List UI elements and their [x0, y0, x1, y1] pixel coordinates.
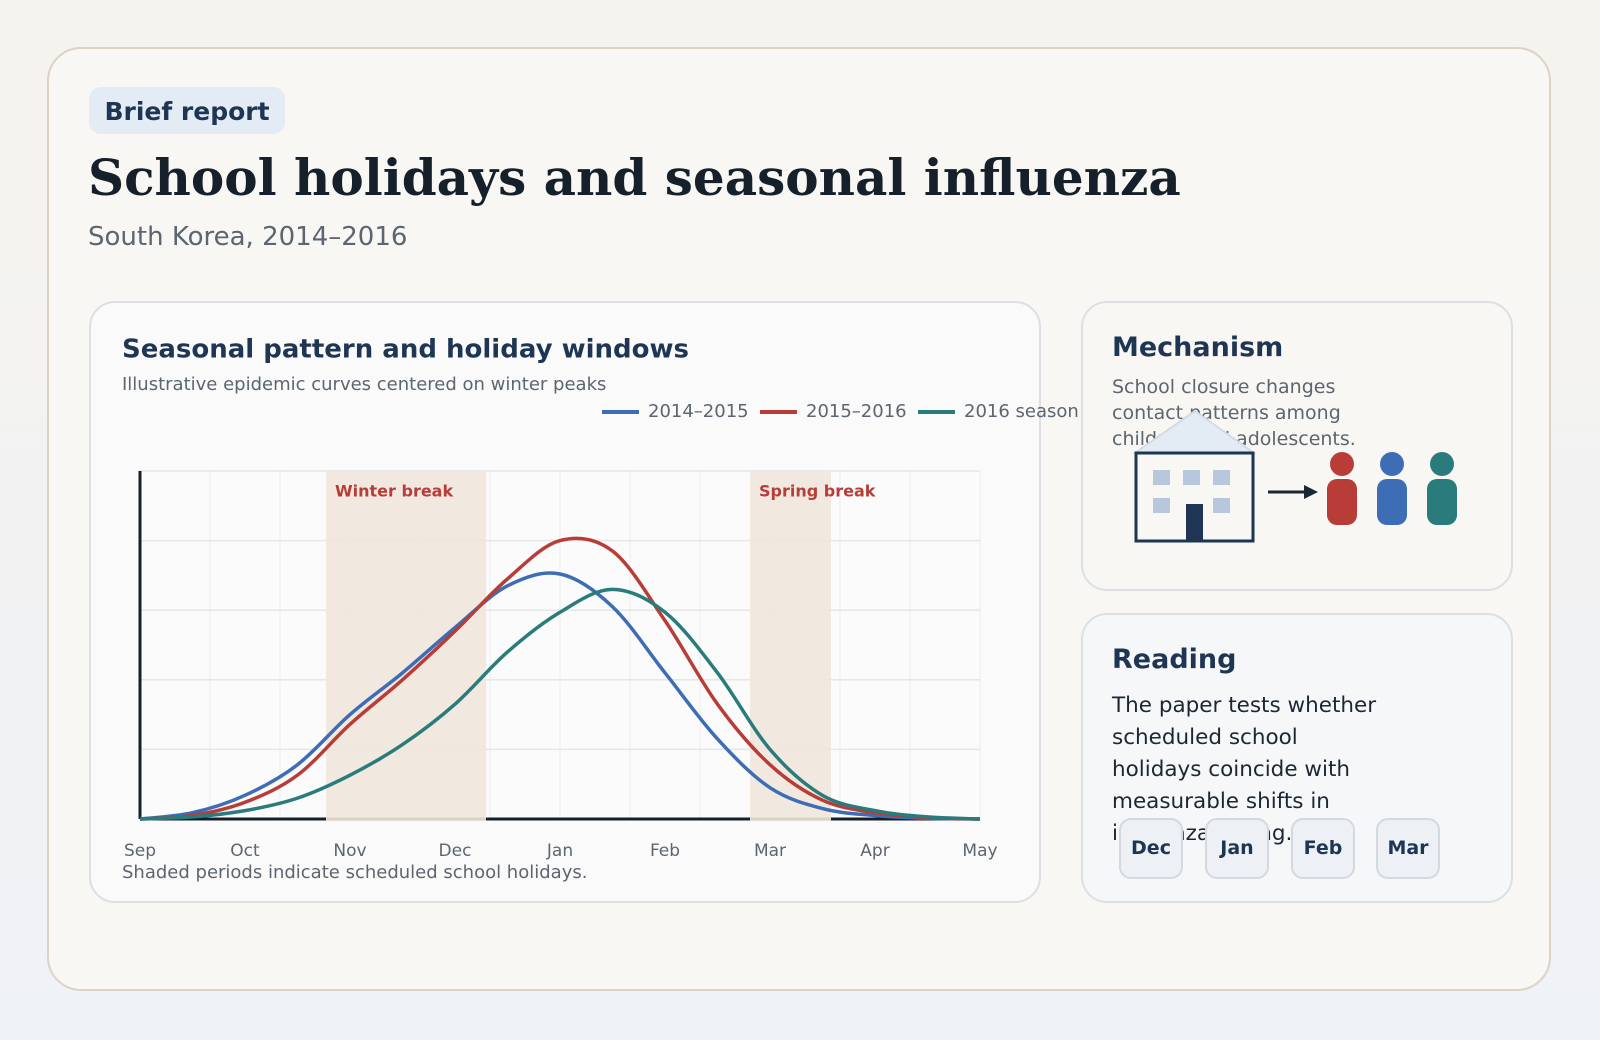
x-tick-label: May [962, 841, 997, 861]
month-chip[interactable]: Dec [1119, 818, 1183, 879]
month-chip[interactable]: Feb [1291, 818, 1355, 879]
holiday-label: Winter break [335, 482, 453, 501]
report-subtitle: South Korea, 2014–2016 [88, 222, 408, 252]
x-tick-label: Feb [650, 841, 680, 861]
x-tick-label: Mar [754, 841, 786, 861]
month-chip[interactable]: Jan [1205, 818, 1269, 879]
legend-label: 2014–2015 [648, 401, 749, 422]
report-title: School holidays and seasonal influenza [88, 148, 1181, 207]
chart-subtitle: Illustrative epidemic curves centered on… [122, 374, 606, 395]
holiday-band [326, 471, 486, 821]
legend-label: 2016 season [964, 401, 1079, 422]
holiday-band [750, 471, 831, 821]
badge: Brief report [89, 87, 285, 134]
x-tick-label: Nov [333, 841, 366, 861]
holiday-label: Spring break [759, 482, 876, 501]
chart-title: Seasonal pattern and holiday windows [122, 335, 689, 365]
series-line [139, 536, 981, 821]
x-tick-label: Oct [230, 841, 260, 861]
chart-note: Shaded periods indicate scheduled school… [122, 862, 587, 883]
series-line [139, 587, 981, 821]
series-line [139, 571, 981, 821]
x-tick-label: Apr [860, 841, 889, 861]
x-tick-label: Dec [439, 841, 472, 861]
reading-title: Reading [1112, 644, 1237, 675]
mechanism-title: Mechanism [1112, 332, 1284, 363]
legend-label: 2015–2016 [806, 401, 907, 422]
x-tick-label: Jan [546, 841, 573, 861]
x-tick-label: Sep [124, 841, 156, 861]
month-chip[interactable]: Mar [1376, 818, 1440, 879]
